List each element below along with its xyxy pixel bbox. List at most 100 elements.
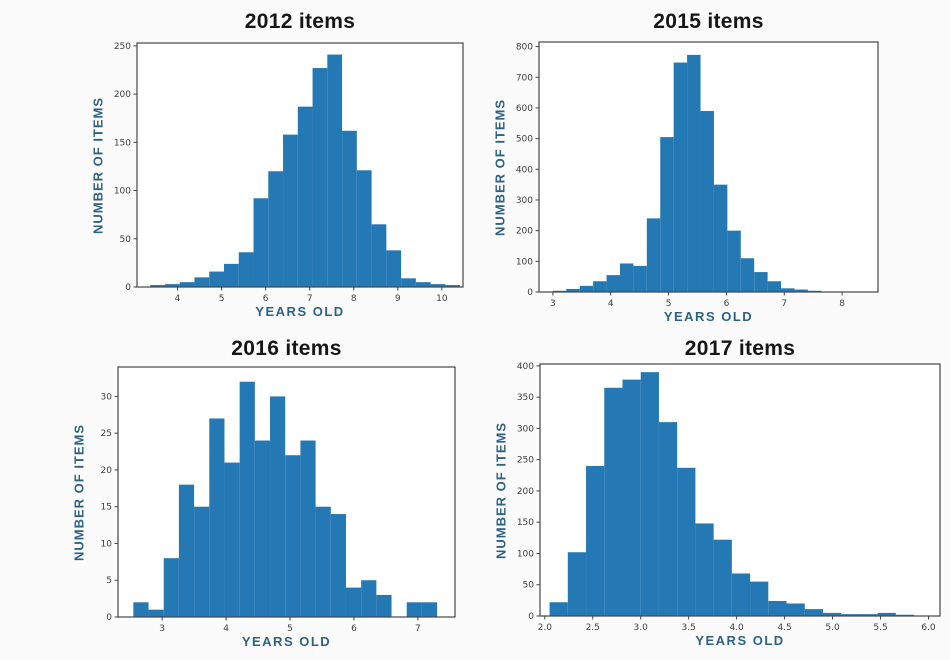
- x-tick-label: 5.0: [825, 623, 840, 633]
- histogram-bars: [150, 54, 461, 288]
- histogram-bar: [224, 462, 240, 617]
- x-tick-label: 5.5: [873, 623, 887, 633]
- histogram-bar: [604, 387, 623, 616]
- histogram-bar: [415, 282, 431, 287]
- chart-2017-title: 2017 items: [684, 337, 796, 360]
- y-tick-label: 100: [516, 257, 533, 267]
- histogram-bar: [713, 184, 728, 292]
- x-tick-label: 3: [550, 299, 556, 309]
- histogram-bar: [445, 285, 461, 287]
- y-tick-label: 15: [101, 503, 112, 513]
- y-tick-label: 100: [517, 549, 534, 559]
- histogram-bar: [238, 252, 254, 287]
- histogram-bar: [430, 284, 446, 287]
- histogram-bar: [178, 484, 195, 617]
- histogram-bar: [740, 258, 755, 292]
- chart-2015-title: 2015 items: [653, 10, 764, 33]
- x-tick-label: 10: [436, 294, 448, 304]
- y-tick-label: 700: [516, 73, 533, 83]
- x-tick-label: 9: [395, 294, 401, 304]
- histogram-bar: [593, 281, 607, 292]
- x-tick-label: 6.0: [921, 623, 936, 633]
- histogram-bar: [312, 68, 328, 287]
- y-tick-label: 250: [114, 42, 131, 52]
- histogram-bar: [606, 275, 620, 292]
- histogram-bar: [164, 284, 180, 287]
- histogram-bar: [781, 288, 795, 292]
- y-tick-label: 400: [516, 165, 533, 175]
- y-tick-label: 0: [106, 613, 112, 623]
- y-tick-label: 500: [516, 135, 533, 145]
- histogram-bar: [133, 602, 149, 617]
- y-tick-label: 400: [517, 362, 534, 372]
- histogram-bar: [330, 514, 346, 617]
- x-tick-group: 4 5 6 7 8 9 10: [175, 287, 448, 304]
- chart-2016-y-axis-label: NUMBER OF ITEMS: [71, 423, 87, 561]
- histogram-bar: [297, 106, 313, 288]
- axes-spines: [117, 366, 456, 618]
- y-tick-label: 5: [106, 576, 112, 586]
- x-tick-label: 2.5: [586, 623, 600, 633]
- histogram-bar: [342, 130, 357, 287]
- chart-2012-title: 2012 items: [244, 10, 356, 33]
- histogram-bar: [646, 218, 661, 292]
- y-tick-label: 200: [517, 487, 534, 497]
- histogram-bar: [253, 198, 269, 287]
- y-tick-label: 600: [516, 104, 533, 114]
- histogram-bar: [283, 134, 298, 287]
- histogram-bar: [549, 602, 568, 616]
- histogram-bar: [361, 580, 377, 617]
- y-tick-label: 0: [527, 288, 533, 298]
- histogram-bar: [150, 285, 165, 287]
- x-tick-label: 4.5: [777, 623, 791, 633]
- histogram-2016: 3 4 5 6 7 0 5 10 15 20 25 30: [101, 366, 456, 634]
- histogram-bar: [673, 62, 688, 292]
- y-tick-label: 50: [120, 235, 132, 245]
- y-tick-group: 0 50 100 150 200 250 300 350 400: [517, 362, 540, 622]
- histogram-bar: [285, 455, 301, 617]
- histogram-bar: [750, 581, 769, 616]
- chart-2017-y-axis-label: NUMBER OF ITEMS: [493, 421, 509, 559]
- y-tick-label: 200: [516, 227, 533, 237]
- histogram-bar: [376, 594, 392, 617]
- x-tick-label: 7: [781, 299, 787, 309]
- x-tick-label: 2.0: [538, 623, 553, 633]
- histogram-bar: [877, 612, 896, 616]
- histogram-bar: [209, 271, 225, 287]
- x-tick-group: 3 4 5 6 7: [159, 617, 421, 634]
- histogram-bar: [300, 440, 316, 617]
- y-tick-group: 0 50 100 150 200 250: [114, 42, 137, 293]
- x-tick-label: 7: [415, 624, 421, 634]
- histogram-bar: [700, 111, 714, 293]
- histogram-bar: [633, 265, 647, 292]
- chart-2017-x-axis-label: YEARS OLD: [695, 633, 785, 648]
- y-tick-label: 0: [125, 283, 131, 293]
- x-tick-label: 3.0: [634, 623, 649, 633]
- x-tick-label: 3: [159, 624, 165, 634]
- y-tick-label: 300: [516, 196, 533, 206]
- histogram-bar: [677, 467, 696, 616]
- histogram-bar: [194, 277, 210, 287]
- x-tick-label: 5: [666, 299, 672, 309]
- histogram-bar: [622, 379, 641, 616]
- histogram-bar: [421, 602, 438, 617]
- chart-2015-x-axis-label: YEARS OLD: [663, 309, 754, 324]
- y-tick-label: 10: [101, 539, 113, 549]
- y-tick-label: 25: [101, 429, 112, 439]
- chart-2016-panel: 3 4 5 6 7 0 5 10 15 20 25 30 2016 items NUMBER OF I…: [0, 330, 475, 660]
- histogram-bar: [804, 609, 823, 616]
- x-tick-group: 3 4 5 6 7 8: [550, 292, 845, 309]
- histogram-bar: [356, 170, 372, 287]
- x-tick-label: 8: [351, 294, 357, 304]
- histogram-bar: [859, 614, 878, 616]
- histogram-bar: [148, 609, 164, 617]
- y-tick-label: 50: [523, 581, 535, 591]
- y-tick-label: 100: [114, 187, 131, 197]
- histogram-bars: [552, 54, 822, 293]
- y-tick-label: 350: [517, 393, 534, 403]
- histogram-bar: [268, 171, 284, 287]
- axes-spines: [539, 363, 941, 617]
- y-tick-label: 250: [517, 456, 534, 466]
